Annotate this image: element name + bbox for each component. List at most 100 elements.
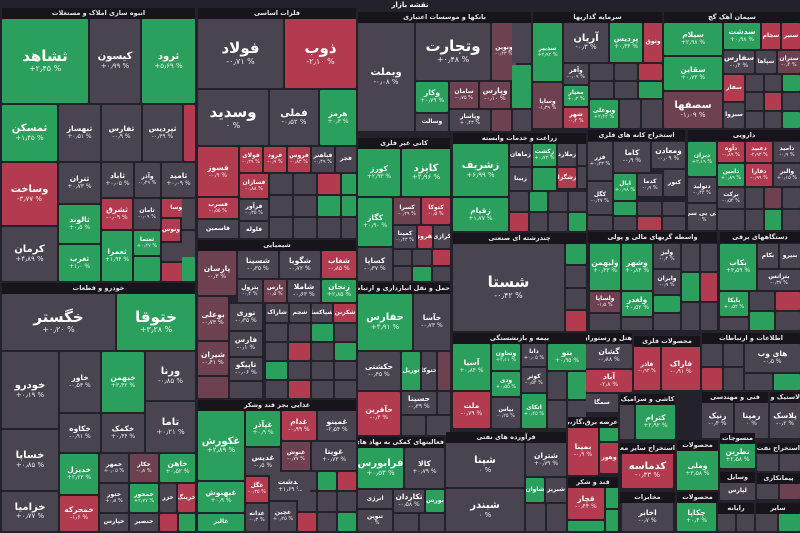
tile-small-unlabeled[interactable] bbox=[720, 318, 748, 330]
tile-small-unlabeled[interactable] bbox=[779, 513, 800, 531]
tile-حتوکا[interactable]: حتوکا bbox=[422, 352, 436, 390]
tile-small-unlabeled[interactable] bbox=[298, 472, 316, 491]
tile-small-unlabeled[interactable] bbox=[312, 324, 333, 341]
tile-small-unlabeled[interactable] bbox=[266, 362, 287, 379]
tile-نطرین[interactable]: نطرین +۲٫۵۸ % bbox=[720, 443, 755, 468]
tile-ختوقا[interactable]: ختوقا +۳٫۲۸ % bbox=[117, 294, 195, 350]
tile-زملارد[interactable]: زملارد bbox=[558, 144, 576, 166]
tile-small-unlabeled[interactable] bbox=[270, 174, 292, 194]
tile-خدیزل[interactable]: خدیزل +۲٫۲۳ % bbox=[60, 454, 98, 494]
tile-small-unlabeled[interactable] bbox=[578, 144, 586, 165]
tile-small-unlabeled[interactable] bbox=[750, 312, 774, 330]
tile-شیران[interactable]: شیران -۰٫۴۱ % bbox=[198, 342, 228, 375]
tile-بترانس[interactable]: بترانس -۰٫۳۷ % bbox=[758, 270, 800, 290]
tile-small-unlabeled[interactable] bbox=[182, 231, 195, 255]
tile-خزامیا[interactable]: خزامیا +۰٫۷۷ % bbox=[2, 492, 58, 531]
tile-small-unlabeled[interactable] bbox=[746, 93, 763, 110]
tile-small-unlabeled[interactable] bbox=[568, 521, 604, 531]
tile-کی بی سی[interactable]: کی بی سی۰ % bbox=[688, 204, 716, 230]
tile-small-unlabeled[interactable] bbox=[588, 216, 612, 230]
tile-small-unlabeled[interactable] bbox=[718, 513, 735, 531]
tile-کوثر[interactable]: کوثر -۰٫۵۴ % bbox=[522, 368, 546, 392]
tile-غبهنوش[interactable]: غبهنوش +۰٫۹ % bbox=[198, 482, 244, 512]
tile-کگاز[interactable]: کگاز +۰٫۹۰ % bbox=[358, 198, 392, 246]
tile-وبوعلی[interactable]: وبوعلی +۲٫۴۴ % bbox=[590, 100, 618, 128]
tile-small-unlabeled[interactable] bbox=[394, 514, 418, 531]
tile-فباهنر[interactable]: فباهنر -۰٫۴۹ % bbox=[312, 147, 334, 172]
tile-small-unlabeled[interactable] bbox=[639, 64, 662, 80]
tile-خگستر[interactable]: خگستر +۰٫۲۰ % bbox=[2, 294, 115, 350]
tile-small-unlabeled[interactable] bbox=[266, 343, 287, 360]
tile-زماهان[interactable]: زماهان bbox=[510, 144, 531, 166]
tile-small-unlabeled[interactable] bbox=[492, 110, 511, 131]
tile-small-unlabeled[interactable] bbox=[662, 202, 685, 215]
tile-حفارس[interactable]: حفارس +۴٫۹۱ % bbox=[358, 294, 412, 350]
tile-small-unlabeled[interactable] bbox=[294, 218, 316, 238]
tile-small-unlabeled[interactable] bbox=[620, 100, 640, 128]
tile-وآفر[interactable]: وآفر -۰٫۰۹ % bbox=[564, 64, 588, 84]
tile-small-unlabeled[interactable] bbox=[230, 382, 262, 398]
tile-وتعاون[interactable]: وتعاون +۴٫۱۱ % bbox=[492, 344, 520, 370]
tile-small-unlabeled[interactable] bbox=[764, 75, 782, 92]
tile-شپنا[interactable]: شپنا ۰ % bbox=[446, 443, 524, 487]
tile-small-unlabeled[interactable] bbox=[614, 82, 638, 98]
tile-small-unlabeled[interactable] bbox=[335, 343, 356, 360]
tile-چکاپا[interactable]: چکاپا +۰٫۴ % bbox=[677, 502, 716, 531]
tile-small-unlabeled[interactable] bbox=[298, 492, 316, 511]
tile-small-unlabeled[interactable] bbox=[718, 210, 744, 230]
tile-small-unlabeled[interactable] bbox=[682, 244, 699, 272]
tile-کسرا[interactable]: کسرا -۰٫۲۹ % bbox=[394, 198, 420, 224]
tile-small-unlabeled[interactable] bbox=[702, 368, 722, 390]
tile-شگویا[interactable]: شگویا -۰٫۷۲ % bbox=[280, 251, 320, 278]
tile-small-unlabeled[interactable] bbox=[723, 368, 743, 390]
tile-small-unlabeled[interactable] bbox=[512, 110, 531, 131]
tile-small-unlabeled[interactable] bbox=[312, 381, 333, 398]
tile-فزر[interactable]: فزر +۰٫۲۳ % bbox=[588, 142, 612, 180]
tile-کدماسه[interactable]: کدماسه -۰٫۳۳ % bbox=[622, 453, 673, 488]
tile-small-unlabeled[interactable] bbox=[568, 372, 586, 399]
tile-small-unlabeled[interactable] bbox=[342, 196, 356, 216]
tile-small-unlabeled[interactable] bbox=[606, 510, 618, 531]
tile-small-unlabeled[interactable] bbox=[335, 324, 356, 341]
tile-small-unlabeled[interactable] bbox=[568, 212, 586, 231]
tile-کایزد[interactable]: کایزد +۲٫۹۶ % bbox=[402, 149, 450, 196]
tile-بوعلی[interactable]: بوعلی -۰٫۷۳ % bbox=[198, 297, 228, 340]
tile-شاوان[interactable]: شاوان bbox=[526, 478, 544, 502]
tile-خکار[interactable]: خکار -۰٫۸ % bbox=[130, 454, 158, 482]
tile-معیار[interactable]: معیار +۰٫۲ % bbox=[564, 86, 588, 106]
tile-small-unlabeled[interactable] bbox=[432, 250, 450, 265]
tile-small-unlabeled[interactable] bbox=[160, 514, 177, 531]
tile-ولیز[interactable]: ولیز -۰٫۴ % bbox=[654, 244, 680, 268]
tile-گشان[interactable]: گشان -۰٫۸۸ % bbox=[586, 344, 632, 368]
tile-وبملت[interactable]: وبملت -۰٫۰۸ % bbox=[358, 23, 414, 131]
tile-کترام[interactable]: کترام +۲٫۹۲ % bbox=[636, 404, 675, 439]
tile-small-unlabeled[interactable] bbox=[312, 362, 333, 379]
tile-small-unlabeled[interactable] bbox=[620, 404, 634, 439]
tile-خبهمن[interactable]: خبهمن +۳٫۴۲ % bbox=[102, 352, 144, 412]
tile-ثمسکن[interactable]: ثمسکن +۱٫۴۵ % bbox=[2, 105, 57, 161]
tile-دعبید[interactable]: دعبید -۲٫۹۳ % bbox=[746, 142, 772, 162]
tile-small-unlabeled[interactable] bbox=[654, 314, 680, 330]
tile-small-unlabeled[interactable] bbox=[338, 472, 356, 491]
tile-small-unlabeled[interactable] bbox=[270, 196, 292, 216]
tile-کساپا[interactable]: کساپا -۰٫۳۷ % bbox=[358, 248, 392, 281]
tile-شسینا[interactable]: شسینا -۰٫۳۵ % bbox=[238, 251, 278, 278]
tile-small-unlabeled[interactable] bbox=[614, 64, 638, 80]
tile-small-unlabeled[interactable] bbox=[266, 381, 287, 398]
tile-خنصیر[interactable]: خنصیر bbox=[130, 514, 158, 531]
tile-ملت[interactable]: ملت -۰٫۷۹ % bbox=[453, 392, 490, 428]
tile-کدما[interactable]: کدما -۰٫۹ % bbox=[638, 174, 662, 196]
tile-شتران[interactable]: شتران +۰٫۷۹ % bbox=[526, 443, 566, 476]
tile-فروس[interactable]: فروس -۰٫۸۳ % bbox=[288, 147, 310, 172]
tile-small-unlabeled[interactable] bbox=[764, 93, 782, 110]
tile-کرازی[interactable]: کرازی bbox=[434, 226, 450, 248]
tile-small-unlabeled[interactable] bbox=[318, 472, 336, 491]
tile-small-unlabeled[interactable] bbox=[783, 111, 800, 128]
tile-سپاها[interactable]: سپاها bbox=[756, 51, 776, 73]
tile-small-unlabeled[interactable] bbox=[746, 75, 763, 92]
tile-ثالوند[interactable]: ثالوند +۰٫۵ % bbox=[59, 205, 100, 243]
tile-سفارس[interactable]: سفارس -۰٫۴ % bbox=[724, 51, 754, 73]
tile-وپاسار[interactable]: وپاسار +۰٫۴۳ % bbox=[450, 110, 490, 131]
tile-سجام[interactable]: سجام bbox=[762, 23, 780, 49]
tile-small-unlabeled[interactable] bbox=[289, 381, 310, 398]
